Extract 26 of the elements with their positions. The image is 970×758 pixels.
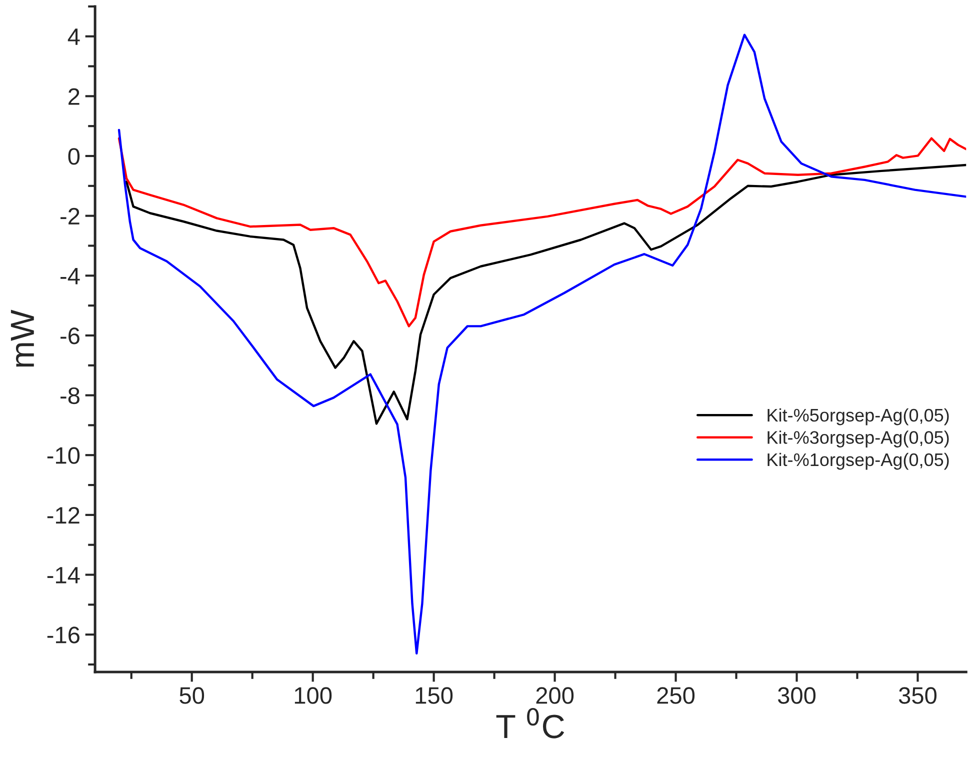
line-series — [118, 137, 966, 328]
y-tick-label: -14 — [47, 567, 80, 584]
x-axis-title: T $^{0}$C — [496, 708, 564, 738]
x-tick-label: 200 — [536, 687, 574, 704]
legend-label: Kit-%1orgsep-Ag(0,05) — [768, 452, 949, 470]
y-tick-label: -8 — [60, 387, 80, 404]
x-tick-label: 300 — [778, 687, 816, 704]
x-tick-label: 50 — [180, 687, 204, 704]
line-series — [125, 164, 966, 425]
y-axis-title: mW — [10, 310, 34, 367]
y-tick-label: -2 — [60, 208, 80, 224]
y-tick-label: -10 — [47, 447, 80, 464]
y-tick-label: -4 — [60, 268, 80, 284]
y-tick-label: -12 — [47, 507, 80, 524]
y-tick-label: 0 — [68, 148, 80, 165]
x-tick-label: 150 — [416, 687, 453, 704]
y-tick-label: 2 — [68, 88, 80, 105]
line-series — [118, 34, 966, 655]
y-tick-label: -16 — [47, 626, 80, 644]
y-tick-label: -6 — [60, 328, 80, 344]
x-tick-label: 100 — [294, 687, 332, 704]
legend-label: Kit-%5orgsep-Ag(0,05) — [768, 408, 949, 426]
x-tick-label: 350 — [898, 687, 937, 704]
y-tick-label: 4 — [68, 28, 80, 45]
legend-label: Kit-%3orgsep-Ag(0,05) — [768, 430, 949, 448]
x-tick-label: 250 — [657, 687, 695, 704]
